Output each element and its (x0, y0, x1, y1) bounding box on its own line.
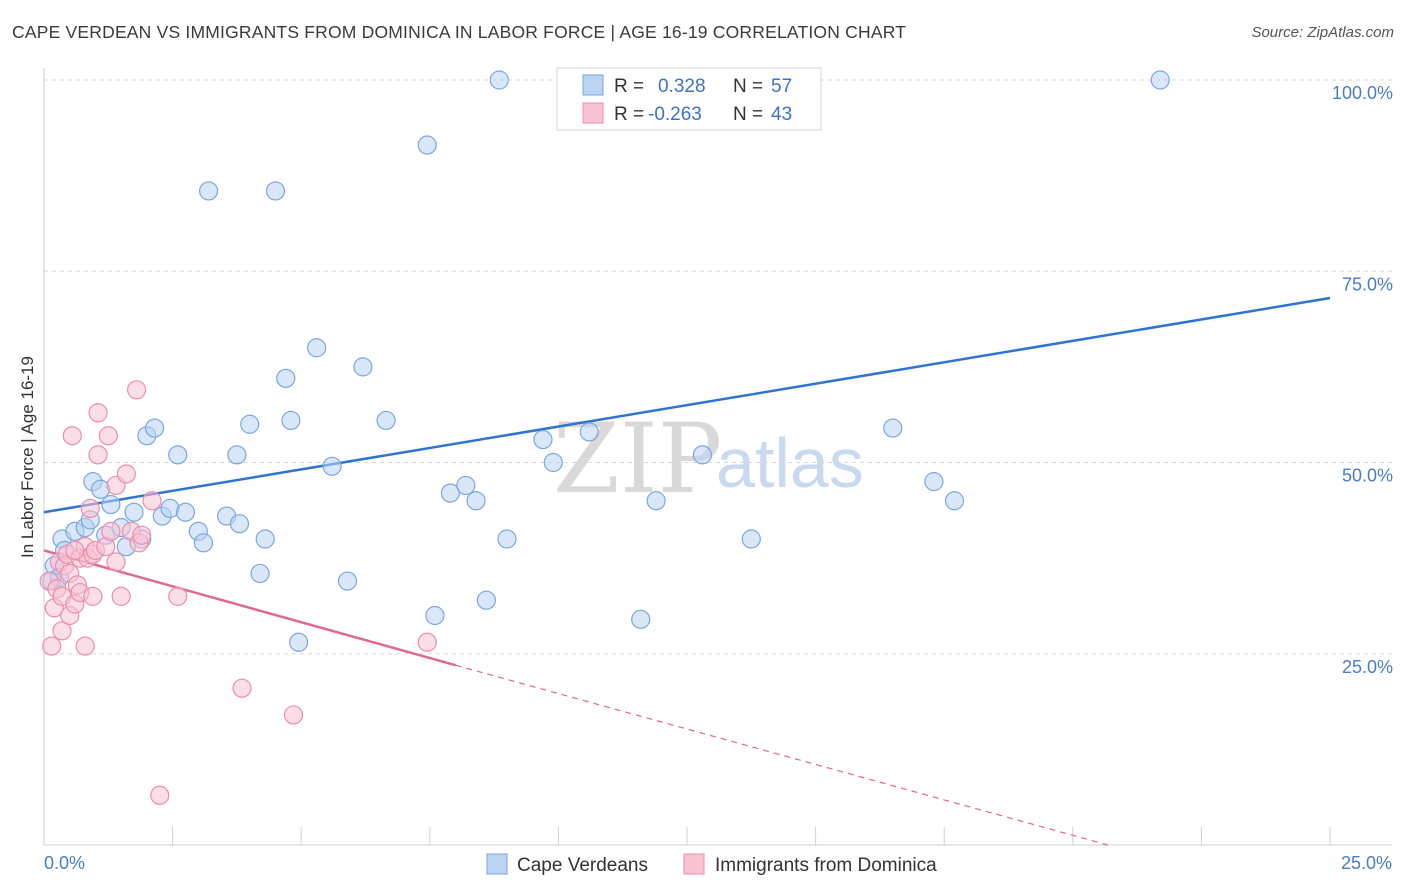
point-blue-14 (124, 502, 144, 522)
series-legend: Cape Verdeans Immigrants from Dominica (486, 853, 937, 876)
legend-r-value-blue: 0.328 (658, 76, 706, 97)
trend-line-pink (43, 549, 456, 667)
point-blue-33 (281, 410, 301, 431)
point-pink-11 (62, 426, 82, 446)
point-blue-55 (883, 418, 903, 438)
point-blue-31 (265, 181, 286, 201)
point-blue-57 (944, 491, 965, 511)
point-pink-21 (83, 586, 103, 606)
point-pink-17 (75, 636, 95, 656)
chart-source: Source: ZipAtlas.com (1251, 24, 1394, 41)
point-pink-30 (111, 586, 131, 606)
point-blue-49 (543, 452, 563, 473)
trend-line-dashed-pink (455, 664, 1109, 846)
legend-r-label-pink: R = (614, 104, 644, 125)
series-legend-label-blue: Cape Verdeans (517, 855, 648, 876)
point-blue-34 (289, 632, 309, 652)
stats-legend: R = 0.328 N = 57 R = -0.263 N = 43 (556, 67, 822, 131)
data-points (39, 70, 1170, 805)
point-pink-19 (80, 498, 100, 518)
axes (43, 68, 1392, 846)
point-pink-33 (126, 380, 147, 400)
x-tick-label-max: 25.0% (1341, 853, 1392, 873)
point-blue-43 (456, 475, 476, 496)
point-blue-38 (353, 357, 373, 377)
point-blue-30 (255, 529, 275, 549)
point-blue-48 (533, 429, 553, 450)
y-tick-labels: 25.0% 50.0% 75.0% 100.0% (1332, 83, 1393, 677)
legend-n-label-blue: N = (733, 76, 763, 97)
point-blue-11 (101, 494, 121, 515)
y-tick-label-100: 100.0% (1332, 83, 1393, 103)
chart-title: CAPE VERDEAN VS IMMIGRANTS FROM DOMINICA… (12, 22, 907, 42)
x-tick-label-min: 0.0% (44, 853, 85, 873)
point-pink-27 (101, 521, 121, 541)
point-blue-37 (337, 571, 358, 591)
point-pink-31 (116, 464, 136, 484)
point-pink-36 (142, 491, 162, 511)
point-blue-29 (250, 563, 270, 584)
legend-r-value-pink: -0.263 (648, 104, 702, 125)
point-blue-47 (497, 529, 517, 549)
point-blue-28 (240, 414, 260, 434)
series-legend-label-pink: Immigrants from Dominica (715, 855, 937, 876)
point-blue-53 (692, 445, 713, 465)
y-tick-label-75: 75.0% (1342, 274, 1393, 294)
point-blue-42 (440, 483, 460, 503)
point-pink-23 (88, 403, 108, 423)
legend-r-label-blue: R = (614, 76, 644, 97)
legend-n-value-pink: 43 (771, 104, 792, 125)
point-blue-39 (376, 410, 396, 431)
y-tick-label-50: 50.0% (1342, 466, 1393, 486)
point-blue-54 (741, 529, 761, 549)
legend-swatch-pink (582, 102, 604, 124)
point-pink-41 (417, 632, 437, 652)
point-blue-20 (168, 445, 188, 465)
y-tick-label-25: 25.0% (1342, 657, 1393, 677)
series-legend-swatch-pink (683, 853, 705, 875)
point-pink-39 (232, 678, 252, 698)
point-pink-42 (65, 540, 85, 561)
point-pink-6 (52, 621, 72, 641)
legend-n-label-pink: N = (733, 104, 763, 125)
point-blue-46 (489, 70, 509, 90)
point-pink-1 (42, 636, 62, 656)
gridlines (44, 79, 1392, 655)
point-blue-32 (276, 368, 296, 388)
point-pink-28 (106, 552, 126, 572)
point-blue-51 (631, 609, 651, 629)
point-blue-52 (646, 491, 666, 511)
trend-lines (43, 296, 1331, 846)
series-legend-swatch-blue (486, 853, 508, 875)
point-pink-40 (283, 705, 304, 725)
point-blue-45 (476, 590, 496, 610)
point-pink-26 (98, 426, 118, 446)
point-pink-38 (168, 586, 188, 606)
point-pink-35 (132, 525, 152, 545)
point-pink-37 (150, 785, 170, 805)
point-blue-36 (322, 456, 342, 476)
point-blue-26 (229, 514, 250, 534)
point-blue-44 (466, 491, 486, 511)
point-blue-50 (579, 422, 599, 442)
point-blue-24 (199, 181, 219, 201)
trend-line-blue (43, 296, 1331, 514)
point-blue-58 (1150, 70, 1170, 90)
point-blue-56 (924, 472, 944, 492)
point-blue-17 (144, 418, 165, 438)
point-blue-40 (417, 135, 437, 155)
y-axis-label: In Labor Force | Age 16-19 (18, 356, 37, 558)
point-blue-27 (227, 445, 247, 465)
point-blue-35 (307, 338, 327, 358)
point-blue-23 (193, 533, 214, 553)
legend-swatch-blue (582, 74, 604, 96)
point-pink-24 (88, 445, 108, 465)
legend-n-value-blue: 57 (771, 76, 792, 97)
point-blue-41 (425, 605, 445, 626)
point-blue-21 (175, 502, 196, 522)
